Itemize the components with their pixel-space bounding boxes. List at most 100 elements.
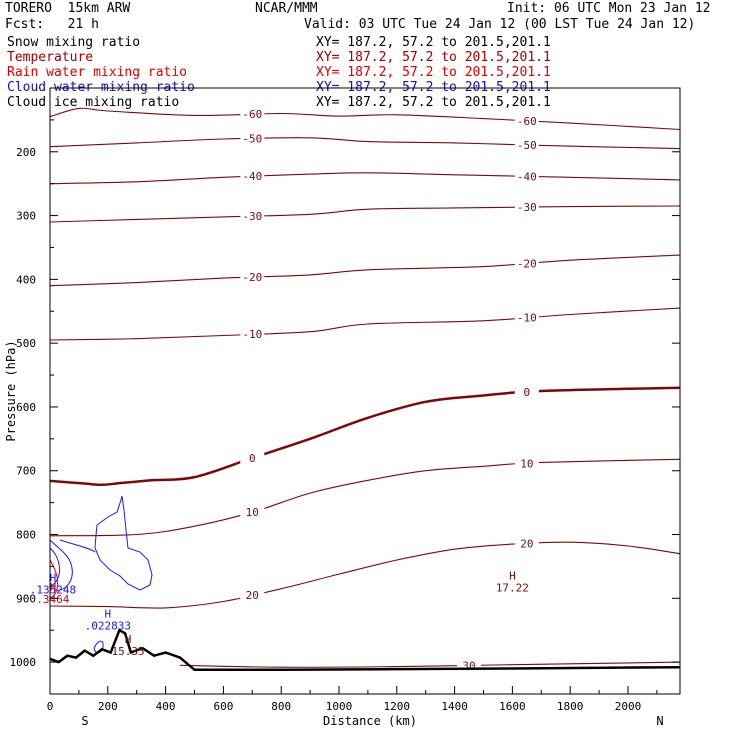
max-marker-symbol: H [50,581,57,594]
isotherm-label: -40 [517,170,537,183]
legend-snow-name: Snow mixing ratio [7,35,141,50]
x-tick-label: 800 [271,700,291,713]
max-marker-value: 15.35 [111,645,144,658]
isotherm-label: 20 [520,538,533,551]
isotherm-label-bg [240,170,265,183]
isotherm-line [49,307,681,341]
x-axis-title: Distance (km) [323,714,417,728]
isotherm-label: -60 [517,115,537,128]
x-tick-label: 1000 [326,700,353,713]
y-tick-label: 700 [16,465,36,478]
model-label: TORERO 15km ARW [5,1,131,16]
plot-frame [49,87,681,695]
isotherm-label: 30 [462,659,475,672]
isotherm-label-bg [240,506,265,519]
max-marker-value: .022833 [85,620,131,633]
x-tick-label: 2000 [615,700,642,713]
isotherm-label-bg [240,132,265,145]
y-tick-label: 600 [16,401,36,414]
isotherm-layer: -60 -60 -50 -50 -40 -40 -30 -30 -20 -20 -10 -10 0 0 10… [49,107,681,672]
max-marker-symbol: H [125,633,132,646]
legend-rain-xy: XY= 187.2, 57.2 to 201.5,201.1 [316,65,551,80]
isotherm-label: -50 [242,133,262,146]
max-marker-symbol: H [104,608,111,621]
rain-water-contour [49,559,59,598]
cloud-water-contour [49,547,61,586]
isotherm-label: 0 [249,452,256,465]
isotherm-line [49,386,681,487]
legend-temperature-xy: XY= 187.2, 57.2 to 201.5,201.1 [316,50,551,65]
x-tick-label: 1200 [384,700,411,713]
max-marker-symbol: H [509,569,516,582]
isotherm-label: -20 [517,257,537,270]
isotherm-line [49,458,681,537]
y-tick-label: 400 [16,273,36,286]
max-marker-value: .135248 [30,583,76,596]
x-tick-label: 600 [213,700,233,713]
y-tick-label: 1000 [10,656,37,669]
x-tick-label: 1800 [557,700,584,713]
max-marker-symbol: H [50,571,57,584]
isotherm-label-bg [514,138,539,151]
y-tick-label: 300 [16,210,36,223]
endpoint-left-label: S [81,714,88,728]
isotherm-label-bg [514,537,539,550]
y-tick-label: 500 [16,337,36,350]
legend-cloud-ice-name: Cloud ice mixing ratio [7,95,180,110]
isotherm-line [49,205,681,223]
isotherm-label: -30 [517,201,537,214]
isotherm-label-bg [240,589,265,602]
legend-temperature-name: Temperature [7,50,94,65]
isotherm-label-bg [514,114,539,127]
isotherm-line [49,541,681,609]
max-marker-value: 17.22 [496,581,529,594]
x-tick-label: 1600 [499,700,526,713]
isotherm-line [49,107,681,131]
isotherm-label-bg [514,457,539,470]
isotherm-label-bg [240,328,265,341]
isotherm-label-bg [240,451,265,464]
cloud-water-contour [94,495,153,591]
isotherm-label-bg [240,271,265,284]
y-tick-label: 900 [16,592,36,605]
cloud-water-contour [49,539,73,591]
isotherm-label: -50 [517,139,537,152]
endpoint-right-label: N [656,714,663,728]
isotherm-label: 10 [520,457,533,470]
terrain-surface-line [49,628,681,672]
x-tick-label: 1400 [441,700,468,713]
isotherm-label: -10 [242,328,262,341]
isotherm-label-bg [240,108,265,121]
isotherm-label: -60 [242,108,262,121]
legend-snow-xy: XY= 187.2, 57.2 to 201.5,201.1 [316,35,551,50]
isotherm-label: 20 [246,589,259,602]
rain-water-layer [49,559,59,598]
isotherm-label-bg [514,170,539,183]
cloud-water-contour [93,640,104,654]
center-label: NCAR/MMM [255,1,318,16]
x-tick-label: 200 [98,700,118,713]
x-tick-label: 400 [156,700,176,713]
isotherm-line [49,137,681,150]
valid-time-label: Valid: 03 UTC Tue 24 Jan 12 (00 LST Tue … [304,17,696,32]
isotherm-label: -20 [242,271,262,284]
isotherm-label: -40 [242,170,262,183]
isotherm-label-bg [514,201,539,214]
init-label: Init: 06 UTC Mon 23 Jan 12 [507,1,711,16]
isotherm-label: 10 [246,506,259,519]
terrain-layer [49,628,681,672]
cloud-water-contour [59,539,96,553]
isotherm-line [49,254,681,287]
legend-cloud-ice-xy: XY= 187.2, 57.2 to 201.5,201.1 [316,95,551,110]
max-marker-value: .3464 [36,593,69,606]
isotherm-label-bg [514,257,539,270]
isotherm-label: -30 [242,210,262,223]
isotherm-line [49,172,681,185]
isotherm-label: 0 [524,386,531,399]
forecast-hour-label: Fcst: 21 h [5,17,99,32]
cloud-water-layer [49,495,153,654]
y-tick-label: 800 [16,529,36,542]
y-axis-title: Pressure (hPa) [4,340,18,441]
